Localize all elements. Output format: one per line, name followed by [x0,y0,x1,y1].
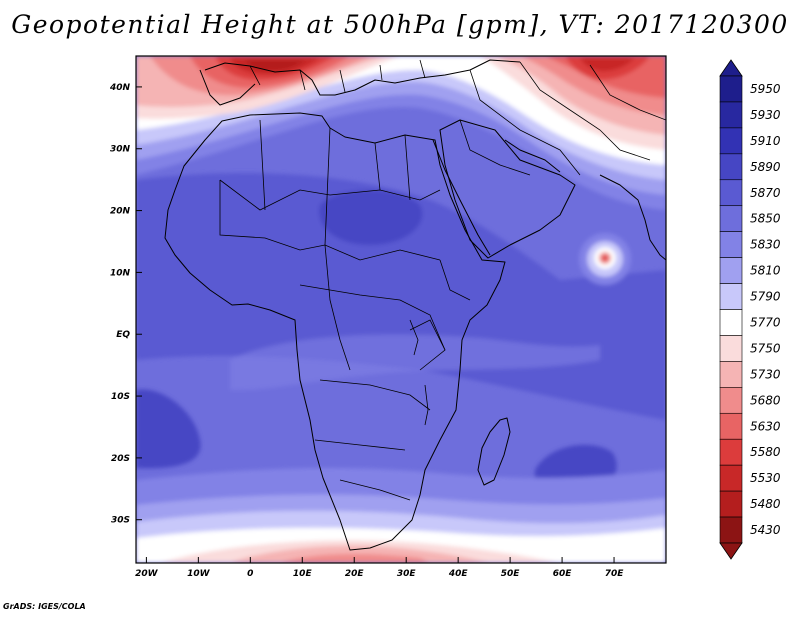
map-frame [135,55,667,564]
field-south-5680 [280,553,430,563]
colorbar-label-5830: 5830 [750,238,781,252]
colorbar-label-5850: 5850 [750,212,781,226]
west-africa-border [219,180,441,261]
field-equatorial-light [230,334,600,391]
central-africa-border [299,244,446,371]
colorbar-swatch-5950 [719,75,743,103]
colorbar-swatch-5730 [719,361,743,388]
colorbar-min-arrow [719,542,743,560]
longitude-labels: 20W 10W 0 10E 20E 30E 40E 50E 60E 70E [135,569,624,579]
lon-label-7: 50E [501,569,521,579]
iberia-coastline [199,69,256,106]
colorbar-swatch-5850 [719,205,743,232]
arabia-coastline [439,119,576,259]
field-north-east-5530 [580,58,635,72]
colorbar-swatch-5530 [719,464,743,492]
colorbar-label-5680: 5680 [750,393,781,407]
lon-label-9: 70E [605,569,625,579]
lat-label-1: 30N [110,145,131,155]
india-coastline [599,174,666,261]
field-high-atlantic [136,389,201,469]
country-borders [219,59,666,501]
colorbar-label-5930: 5930 [750,108,781,122]
colorbar-swatch-5430 [719,516,743,544]
colorbar-label-5810: 5810 [750,264,781,278]
europe-border [249,59,426,93]
lat-label-6: 20S [111,454,130,464]
red-sea-coastline [432,139,491,256]
colorbar: 5950 5930 5910 5890 5870 5850 5830 5810 5790 5770… [719,59,781,560]
sahel-border [219,179,441,211]
colorbar-label-5630: 5630 [750,419,781,433]
lat-label-2: 20N [110,207,131,217]
colorbar-label-5530: 5530 [750,471,781,485]
colorbar-swatch-5480 [719,490,743,518]
lat-label-5: 10S [111,392,130,402]
field-high-sahara [319,190,423,245]
colorbar-swatch-5930 [719,101,743,129]
colorbar-swatch-5890 [719,153,743,181]
cyclone-core [602,255,608,261]
africa-coastline [164,112,506,551]
colorbar-swatch-5630 [719,412,743,440]
lon-label-0: 20W [135,569,159,579]
colorbar-swatch-5870 [719,179,743,207]
colorbar-label-5790: 5790 [750,290,781,304]
persian-gulf-coastline [504,139,561,173]
colorbar-label-5770: 5770 [750,315,781,329]
lon-label-4: 20E [345,569,365,579]
colorbar-swatch-5790 [719,283,743,310]
map-title: Geopotential Height at 500hPa [gpm], VT:… [11,10,789,39]
lat-label-0: 40N [109,83,131,93]
east-africa-border [409,259,471,371]
colorbar-swatch-5580 [719,438,743,466]
colorbar-label-5480: 5480 [750,497,781,511]
colorbar-label-5580: 5580 [750,445,781,459]
lon-label-5: 30E [397,569,417,579]
colorbar-swatch-5680 [719,387,743,414]
colorbar-label-5950: 5950 [750,82,781,96]
colorbar-label-5870: 5870 [750,186,781,200]
colorbar-max-arrow [719,59,743,77]
coastlines [164,59,666,551]
colorbar-swatch-5830 [719,231,743,258]
asia-border [519,61,666,161]
lon-label-3: 10E [293,569,313,579]
colorbar-label-5750: 5750 [750,341,781,355]
colorbar-label-5890: 5890 [750,160,781,174]
southern-africa-border [314,379,431,501]
lon-label-8: 60E [553,569,573,579]
colorbar-label-5730: 5730 [750,367,781,381]
lat-label-7: 30S [111,516,130,526]
footer-credit: GrADS: IGES/COLA [3,602,86,611]
colorbar-swatch-5770 [719,309,743,336]
lat-label-3: 10N [110,268,131,278]
colorbar-swatch-5810 [719,257,743,284]
madagascar-coastline [477,417,511,486]
colorbar-swatch-5910 [719,127,743,155]
europe-coastline [204,59,521,96]
lon-label-1: 10W [187,569,211,579]
lat-label-4: EQ [116,330,130,340]
lon-label-6: 40E [448,569,469,579]
sahara-divide [259,119,411,246]
axis-ticks [136,86,615,563]
colorbar-label-5430: 5430 [750,523,781,537]
colorbar-swatch-5750 [719,335,743,362]
latitude-labels: 40N 30N 20N 10N EQ 10S 20S 30S [109,83,131,526]
lon-label-2: 0 [247,569,253,579]
great-lakes [409,319,429,426]
middle-east-border [459,69,581,176]
height-field [136,56,666,563]
colorbar-label-5910: 5910 [750,134,781,148]
